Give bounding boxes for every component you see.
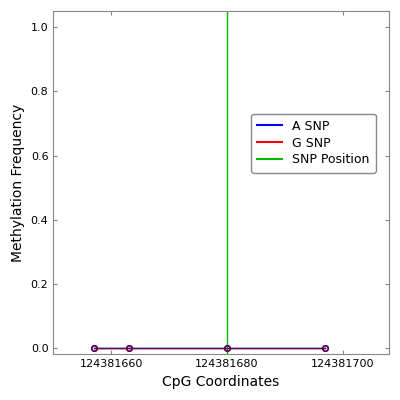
X-axis label: CpG Coordinates: CpG Coordinates	[162, 375, 280, 389]
Y-axis label: Methylation Frequency: Methylation Frequency	[11, 104, 25, 262]
Legend: A SNP, G SNP, SNP Position: A SNP, G SNP, SNP Position	[251, 114, 376, 172]
